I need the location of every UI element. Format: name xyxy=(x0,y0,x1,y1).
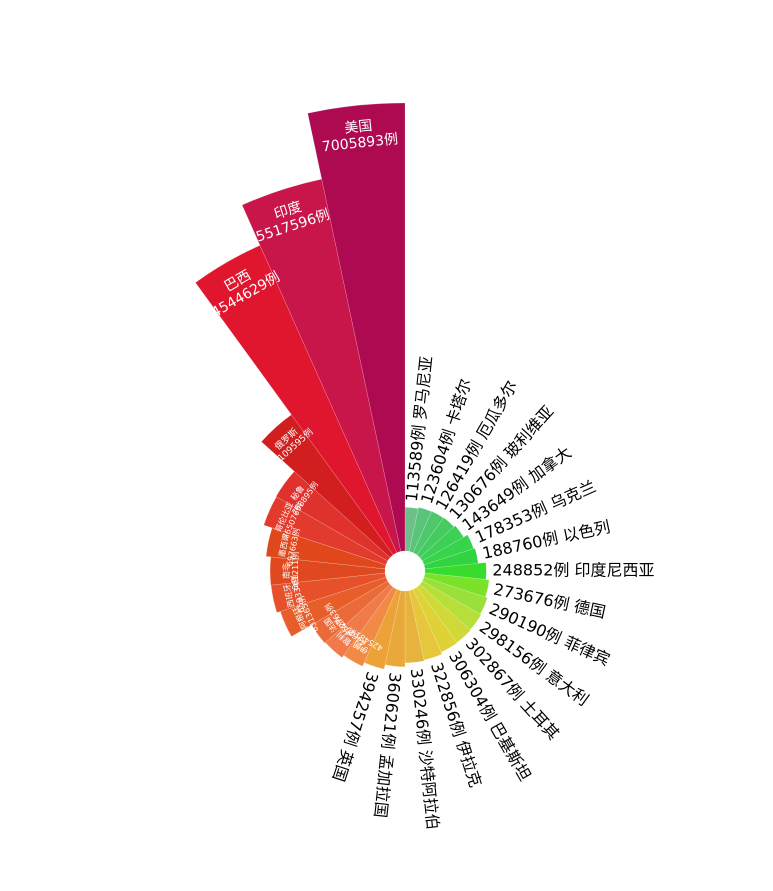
center-hole xyxy=(385,551,425,591)
slice-label-outside: 248852例 印度尼西亚 xyxy=(492,561,654,580)
slice-label-outside: 394257例 英国 xyxy=(329,669,382,783)
slice-value-label: 661211例 xyxy=(290,552,300,591)
slices-group xyxy=(195,102,490,670)
slice-name-label: 美国 xyxy=(344,118,374,137)
slice-name-label: 西班牙 xyxy=(281,583,296,609)
slice-value-label: 7005893例 xyxy=(321,131,399,155)
slice-name-label: 南非 xyxy=(281,563,291,579)
slice-label-inside: 南非 661211例 xyxy=(281,552,300,591)
